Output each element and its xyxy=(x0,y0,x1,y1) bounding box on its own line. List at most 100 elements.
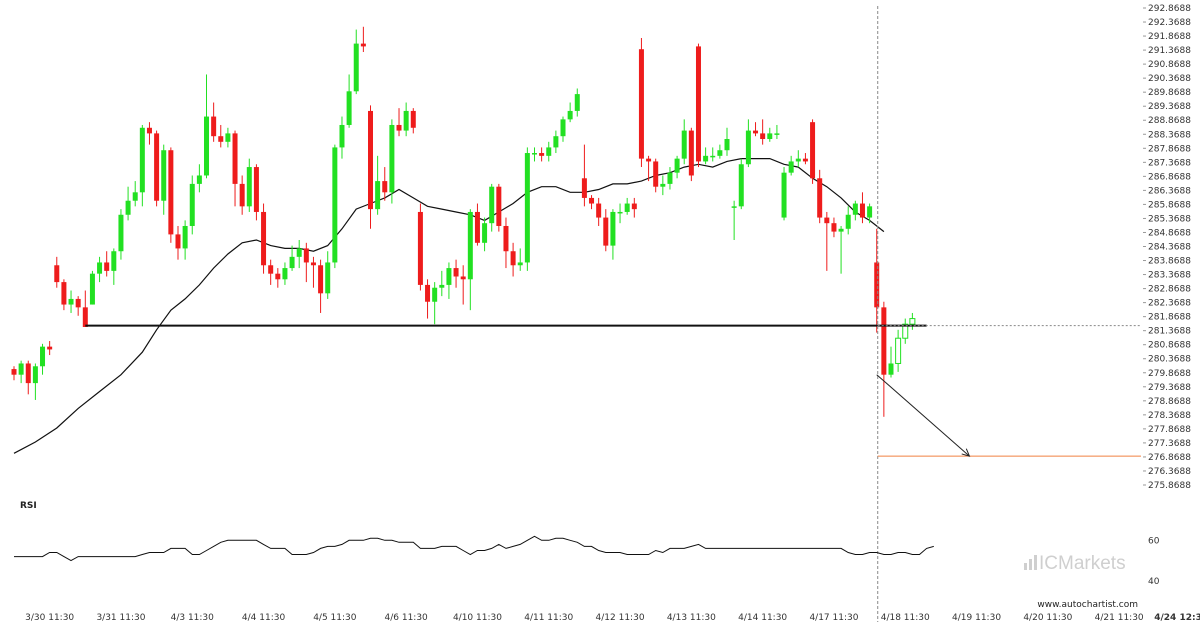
candle-body xyxy=(695,46,701,162)
time-tick-label: 4/21 11:30 xyxy=(1095,613,1144,623)
candle-body xyxy=(47,346,53,350)
time-tick-label: 4/5 11:30 xyxy=(313,613,357,623)
time-tick-label: 3/30 11:30 xyxy=(25,613,74,623)
price-tick-label: 287.3688 xyxy=(1148,158,1191,168)
price-tick-label: 275.8688 xyxy=(1148,481,1191,491)
candle-body xyxy=(353,43,359,92)
rsi-tick-label: 40 xyxy=(1148,577,1160,587)
candle-body xyxy=(838,228,844,232)
candle-body xyxy=(339,124,345,148)
price-tick-label: 291.8688 xyxy=(1148,32,1191,42)
rsi-pane: RSI 60 40 xyxy=(14,501,1160,587)
prediction-arrow-head xyxy=(961,448,971,457)
price-tick-label: 280.3688 xyxy=(1148,355,1191,365)
candle-body xyxy=(767,133,773,140)
candle-body xyxy=(895,337,902,364)
candle-body xyxy=(439,284,445,288)
candle-body xyxy=(425,284,431,302)
candle-body xyxy=(139,127,145,193)
candle-body xyxy=(688,130,694,176)
candle-body xyxy=(446,268,452,285)
candle-body xyxy=(596,203,602,218)
candle-body xyxy=(460,276,466,280)
time-tick-label: 3/31 11:30 xyxy=(96,613,145,623)
candle-body xyxy=(360,43,366,47)
candle-body xyxy=(196,175,202,184)
candle-body xyxy=(817,178,823,218)
candle-body xyxy=(574,94,580,111)
candle-body xyxy=(589,197,595,204)
candle-body xyxy=(218,136,224,142)
candle-body xyxy=(524,153,530,263)
price-tick-label: 287.8688 xyxy=(1148,144,1191,154)
candle-body xyxy=(368,110,373,210)
time-tick-label: 4/24 12:30 xyxy=(1154,613,1200,623)
price-tick-label: 281.8688 xyxy=(1148,313,1191,323)
price-tick-label: 279.8688 xyxy=(1148,369,1191,379)
candle-body xyxy=(631,203,637,210)
candle-body xyxy=(182,225,188,249)
price-tick-label: 284.8688 xyxy=(1148,228,1191,238)
price-tick-label: 281.3688 xyxy=(1148,327,1191,337)
rsi-line xyxy=(14,535,934,562)
candle-body xyxy=(132,192,138,201)
candle-body xyxy=(567,110,573,120)
brand-logo: ICMarkets xyxy=(1024,553,1126,574)
candle-body xyxy=(867,206,873,218)
price-tick-label: 292.3688 xyxy=(1148,18,1191,28)
candle-body xyxy=(810,122,816,179)
candle-body xyxy=(282,268,288,280)
candle-body xyxy=(432,287,438,302)
candle-body xyxy=(310,262,316,266)
candle-body xyxy=(82,307,88,327)
time-tick-label: 4/10 11:30 xyxy=(453,613,502,623)
price-tick-label: 285.3688 xyxy=(1148,214,1191,224)
price-tick-label: 280.8688 xyxy=(1148,341,1191,351)
price-tick-label: 290.8688 xyxy=(1148,60,1191,70)
candle-body xyxy=(11,369,17,375)
price-tick-label: 286.3688 xyxy=(1148,186,1191,196)
candle-body xyxy=(175,234,181,249)
candle-body xyxy=(453,268,459,277)
price-tick-label: 279.3688 xyxy=(1148,383,1191,393)
candle-body xyxy=(18,363,24,375)
candle-body xyxy=(239,183,245,207)
price-tick-label: 276.8688 xyxy=(1148,453,1191,463)
candle-body xyxy=(745,130,751,165)
time-tick-label: 4/11 11:30 xyxy=(524,613,573,623)
price-tick-label: 289.8688 xyxy=(1148,88,1191,98)
candle-body xyxy=(382,181,388,193)
time-tick-label: 4/20 11:30 xyxy=(1023,613,1072,623)
candle-body xyxy=(738,164,744,207)
candle-body xyxy=(154,133,160,201)
candle-body xyxy=(638,49,644,159)
candle-body xyxy=(610,211,616,246)
candle-body xyxy=(296,248,302,257)
candle-body xyxy=(268,265,274,274)
price-tick-label: 282.3688 xyxy=(1148,299,1191,309)
price-tick-label: 282.8688 xyxy=(1148,285,1191,295)
candle-body xyxy=(97,262,103,274)
candle-body xyxy=(653,161,659,187)
price-tick-label: 292.8688 xyxy=(1148,4,1191,14)
candle-body xyxy=(482,223,488,243)
candle-body xyxy=(325,262,331,294)
candle-body xyxy=(75,298,81,308)
candle-body xyxy=(467,211,473,280)
time-tick-label: 4/3 11:30 xyxy=(171,613,215,623)
candle-body xyxy=(724,139,730,151)
candle-body xyxy=(617,211,623,214)
candle-body xyxy=(410,110,416,128)
candle-body xyxy=(275,273,281,280)
price-tick-label: 283.3688 xyxy=(1148,271,1191,281)
time-tick-label: 4/14 11:30 xyxy=(738,613,787,623)
candle-body xyxy=(660,183,666,187)
candle-body xyxy=(68,298,74,305)
candles-layer xyxy=(11,26,916,417)
candle-body xyxy=(54,265,60,283)
candle-body xyxy=(168,150,174,235)
candle-body xyxy=(211,116,217,137)
candle-body xyxy=(581,178,587,198)
price-tick-label: 289.3688 xyxy=(1148,102,1191,112)
